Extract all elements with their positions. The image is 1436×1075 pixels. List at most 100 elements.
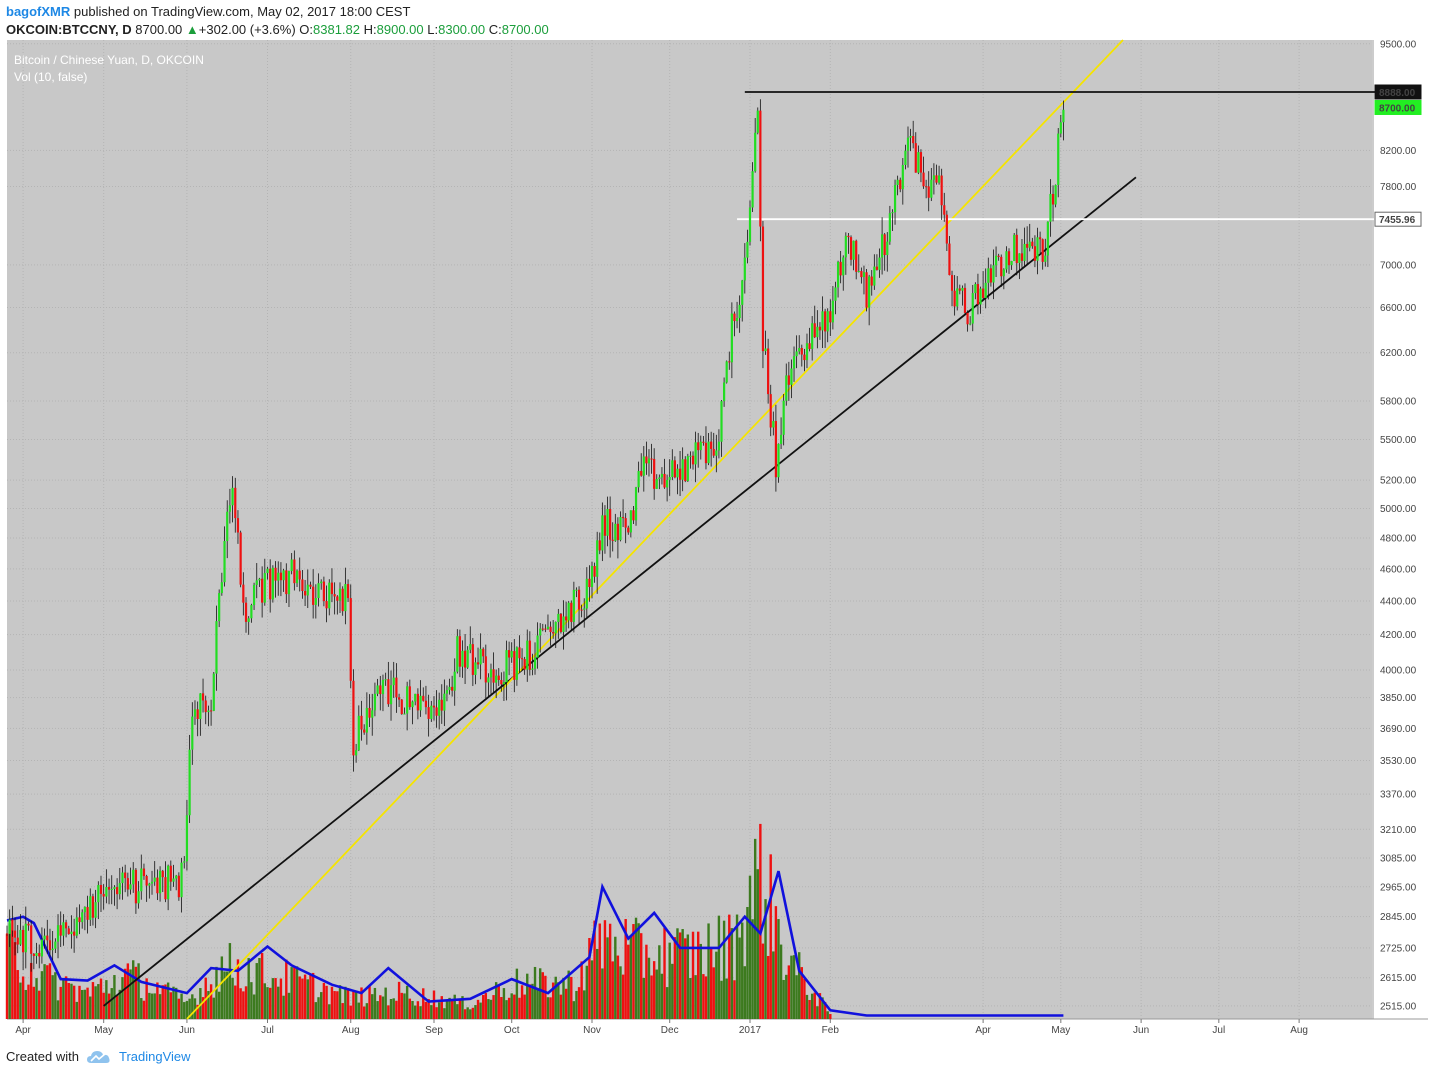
candle-body (67, 928, 70, 935)
candle-body (376, 685, 379, 694)
candle-body (937, 175, 941, 183)
volume-bar (223, 971, 226, 1019)
candle-body (199, 693, 202, 719)
volume-bar (110, 988, 113, 1019)
volume-bar (306, 979, 309, 1019)
candle-body (974, 284, 977, 294)
y-tick-label: 2725.00 (1380, 943, 1417, 954)
candle-body (1041, 239, 1044, 262)
candle-body (228, 505, 231, 512)
candle-body (671, 460, 674, 478)
volume-bar (16, 970, 19, 1019)
low-label: L: (427, 22, 439, 37)
candle-body (619, 517, 622, 541)
volume-bar (671, 963, 674, 1019)
volume-bar (722, 920, 726, 1019)
candle-body (1049, 193, 1052, 222)
candle-body (609, 508, 612, 540)
x-tick-label: Aug (342, 1025, 360, 1036)
author-link[interactable]: bagofXMR (6, 4, 71, 19)
volume-bar (606, 937, 609, 1019)
volume-bar (258, 958, 261, 1019)
tradingview-cloud-icon (86, 1050, 110, 1063)
candle-body (1054, 184, 1057, 205)
candle-body (333, 594, 336, 597)
candle-body (891, 212, 894, 214)
candle-body (188, 749, 191, 816)
candle-body (239, 532, 242, 585)
candle-body (914, 143, 917, 173)
candle-body (62, 922, 65, 936)
y-tick-label: 6200.00 (1380, 348, 1417, 359)
volume-bar (344, 986, 347, 1019)
volume-bar (183, 1002, 186, 1019)
candle-body (912, 136, 915, 144)
candle-body (559, 613, 563, 632)
level-price-tag-bg (1374, 211, 1422, 227)
y-tick-label: 3530.00 (1380, 756, 1417, 767)
tradingview-link[interactable]: TradingView (118, 1049, 191, 1064)
candle-body (328, 582, 331, 609)
candle-body (743, 257, 746, 281)
volume-bar (741, 922, 744, 1019)
candle-body (834, 287, 837, 301)
candle-body (22, 929, 25, 953)
y-tick-label: 4800.00 (1380, 534, 1417, 545)
open-label: O: (299, 22, 314, 37)
volume-bar (105, 980, 108, 1019)
publish-info: published on TradingView.com, May 02, 20… (70, 4, 411, 19)
volume-bar (733, 980, 736, 1019)
volume-bar (709, 947, 713, 1019)
volume-bar (274, 978, 277, 1019)
y-tick-label: 3210.00 (1380, 825, 1417, 836)
candle-body (244, 602, 248, 622)
candle-body (191, 716, 194, 750)
volume-bar (212, 997, 215, 1019)
candle-body (35, 952, 38, 956)
volume-bar (676, 928, 679, 1019)
volume-bar (320, 992, 323, 1019)
candle-body (624, 518, 627, 528)
volume-bar (317, 997, 320, 1019)
candle-body (570, 602, 573, 622)
candle-body (526, 640, 529, 670)
candle-body (430, 705, 433, 719)
volume-bar (373, 987, 377, 1019)
volume-bar (132, 960, 135, 1019)
candle-body (720, 401, 723, 442)
candle-body (818, 326, 822, 331)
volume-bar (239, 988, 242, 1019)
volume-bar (250, 982, 253, 1019)
volume-bar (11, 930, 14, 1019)
candle-body (352, 680, 355, 756)
volume-bar (557, 982, 560, 1019)
volume-bar (392, 998, 395, 1019)
y-tick-label: 5000.00 (1380, 504, 1417, 515)
volume-bar (746, 907, 749, 1019)
candle-body (231, 487, 234, 506)
volume-ma-line (6, 870, 1064, 1017)
last-price-tag: 8700.00 (1379, 103, 1416, 114)
candle-body (306, 584, 309, 596)
candle-body (94, 902, 97, 918)
volume-bar (632, 924, 635, 1019)
trend-line-yellow (186, 39, 1124, 1020)
candle-body (676, 468, 679, 478)
volume-bar (440, 996, 443, 1019)
candle-body (658, 477, 661, 480)
volume-bar (585, 965, 589, 1019)
volume-bar (761, 943, 765, 1019)
candle-body (474, 662, 477, 675)
volume-bar (699, 943, 702, 1019)
volume-bar (787, 965, 791, 1019)
candle-body (855, 240, 858, 272)
candle-body (161, 870, 164, 878)
candle-body (282, 570, 285, 581)
candle-body (808, 343, 811, 349)
candle-body (811, 323, 814, 349)
candle-body (844, 235, 847, 258)
y-tick-label: 4600.00 (1380, 564, 1417, 575)
volume-bar (728, 914, 731, 1019)
trend-line-support (103, 176, 1137, 1007)
